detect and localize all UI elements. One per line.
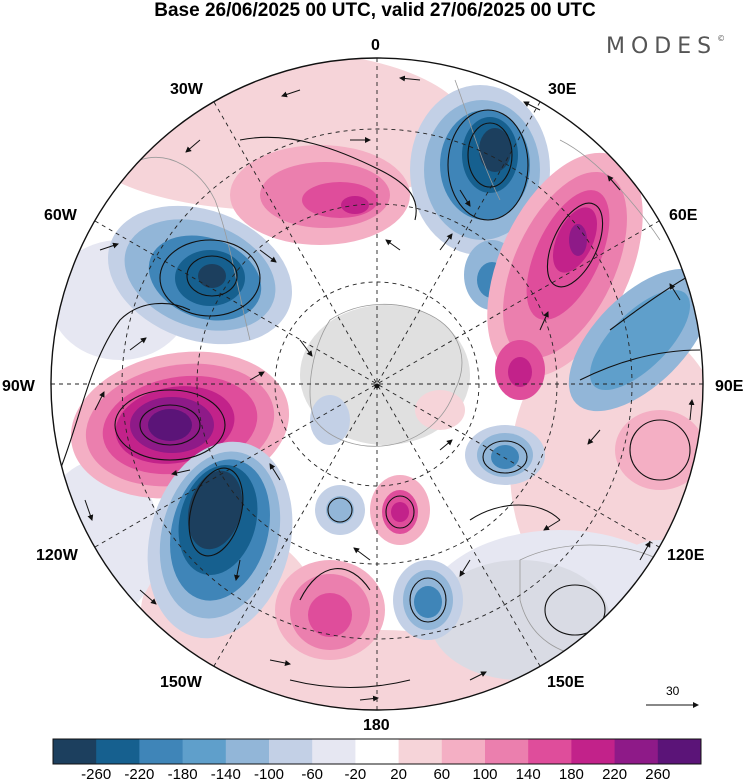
colorbar-swatch — [355, 739, 400, 764]
colorbar-swatch — [53, 739, 97, 764]
label-lon-90w: 90W — [2, 378, 35, 395]
graticule — [51, 58, 703, 710]
colorbar-tick-label: 220 — [602, 766, 628, 783]
label-lon-0: 0 — [371, 37, 380, 54]
reference-vector-value: 30 — [666, 684, 680, 698]
colorbar-tick-label: 100 — [472, 766, 498, 783]
colorbar-tick-label: -60 — [301, 766, 324, 783]
colorbar-swatch — [269, 739, 313, 764]
colorbar-swatch — [312, 739, 356, 764]
colorbar-frame — [52, 738, 702, 765]
label-lon-150e: 150E — [547, 674, 585, 691]
colorbar-tick-label: 20 — [390, 766, 407, 783]
colorbar-swatch — [571, 739, 616, 764]
brand-logo: MODES© — [606, 34, 726, 59]
colorbar-swatch — [182, 739, 227, 764]
south-pole-marker — [374, 383, 380, 389]
label-lon-150w: 150W — [160, 674, 202, 691]
colorbar-swatch — [614, 739, 659, 764]
label-lon-120e: 120E — [667, 547, 705, 564]
label-lon-90e: 90E — [715, 378, 744, 395]
map-title: Base 26/06/2025 00 UTC, valid 27/06/2025… — [154, 0, 596, 21]
colorbar — [52, 738, 702, 765]
colorbar-swatch — [528, 739, 572, 764]
label-lon-30w: 30W — [170, 81, 203, 98]
colorbar-swatch — [441, 739, 486, 764]
colorbar-swatch — [398, 739, 443, 764]
colorbar-tick-label: 180 — [558, 766, 584, 783]
map-boundary — [50, 57, 704, 711]
colorbar-tick-label: -140 — [210, 766, 241, 783]
flow-lines — [59, 109, 701, 689]
label-lon-60w: 60W — [44, 207, 77, 224]
label-lon-30e: 30E — [548, 81, 577, 98]
colorbar-tick-label: -180 — [167, 766, 198, 783]
colorbar-swatch — [657, 739, 702, 764]
colorbar-tick-label: 60 — [433, 766, 451, 783]
wind-vectors — [84, 75, 695, 702]
label-lon-120w: 120W — [36, 547, 78, 564]
colorbar-swatch — [96, 739, 140, 764]
colorbar-tick-label: -260 — [81, 766, 112, 783]
colorbar-swatch — [485, 739, 529, 764]
colorbar-tick-label: -20 — [344, 766, 367, 783]
colorbar-tick-label: -100 — [253, 766, 285, 783]
colorbar-tick-label: -220 — [124, 766, 155, 783]
colorbar-swatch — [139, 739, 184, 764]
colorbar-swatch — [225, 739, 270, 764]
label-lon-180: 180 — [363, 717, 390, 734]
colorbar-tick-label: 140 — [515, 766, 541, 783]
label-lon-60e: 60E — [669, 207, 698, 224]
colorbar-tick-label: 260 — [645, 766, 671, 783]
